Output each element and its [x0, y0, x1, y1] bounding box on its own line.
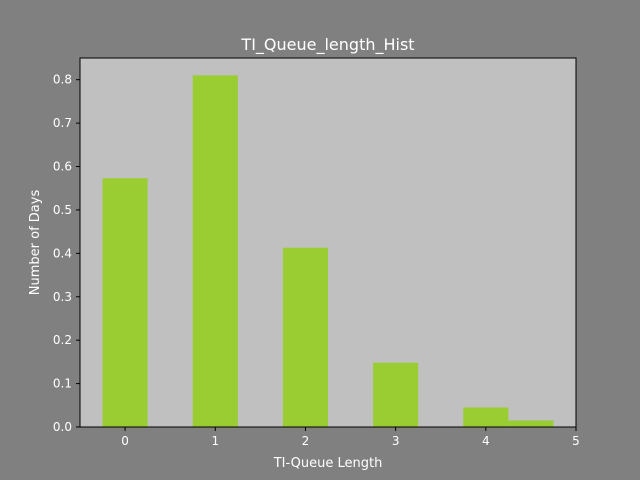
x-tick-label: 0 [121, 434, 129, 448]
y-tick-label: 0.0 [53, 420, 72, 434]
x-tick-label: 3 [392, 434, 400, 448]
y-axis-label: Number of Days [28, 190, 43, 296]
y-tick-label: 0.1 [53, 377, 72, 391]
x-ticks: 0 1 2 3 4 5 [121, 427, 580, 448]
x-tick-label: 4 [482, 434, 490, 448]
y-ticks: 0.0 0.1 0.2 0.3 0.4 0.5 0.6 0.7 0.8 [53, 73, 80, 434]
bar-4 [463, 407, 509, 427]
y-tick-label: 0.5 [53, 203, 72, 217]
y-tick-label: 0.6 [53, 160, 72, 174]
bar-5 [508, 420, 554, 427]
bar-2 [282, 247, 328, 427]
bars-group [102, 75, 554, 427]
x-axis-label: TI-Queue Length [273, 456, 383, 471]
y-tick-label: 0.8 [53, 73, 72, 87]
y-tick-label: 0.4 [53, 246, 72, 260]
x-tick-label: 2 [302, 434, 310, 448]
bar-1 [192, 75, 238, 427]
bar-0 [102, 178, 148, 427]
chart-title: TI_Queue_length_Hist [240, 35, 414, 55]
bar-3 [373, 362, 419, 427]
x-tick-label: 1 [211, 434, 219, 448]
x-tick-label: 5 [572, 434, 580, 448]
plot-frame [79, 57, 577, 428]
y-tick-label: 0.2 [53, 333, 72, 347]
y-tick-label: 0.3 [53, 290, 72, 304]
y-tick-label: 0.7 [53, 116, 72, 130]
